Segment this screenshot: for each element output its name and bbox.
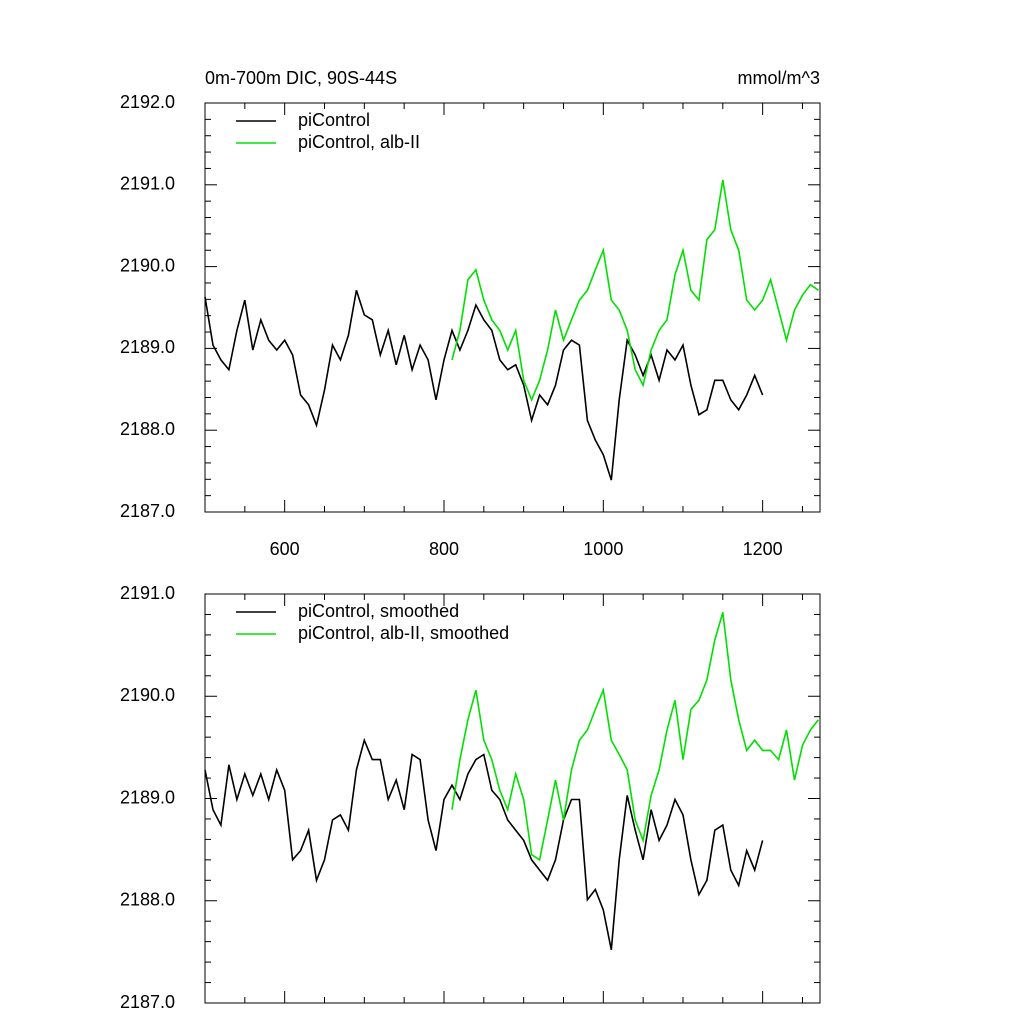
x-tick-label: 1200: [743, 539, 783, 559]
y-tick-label: 2189.0: [120, 787, 175, 807]
chart-title: 0m-700m DIC, 90S-44S: [205, 68, 397, 88]
legend-label: piControl, alb-II: [298, 132, 420, 152]
plot-frame: [204, 102, 821, 513]
series-line: [204, 737, 764, 950]
y-tick-label: 2190.0: [120, 255, 175, 275]
y-tick-label: 2187.0: [120, 992, 175, 1012]
y-tick-label: 2188.0: [120, 890, 175, 910]
y-tick-label: 2192.0: [120, 92, 175, 112]
y-tick-label: 2187.0: [120, 501, 175, 521]
legend-label: piControl: [298, 110, 370, 130]
units-label: mmol/m^3: [738, 68, 820, 88]
y-tick-label: 2191.0: [120, 174, 175, 194]
x-tick-label: 1000: [583, 539, 623, 559]
series-line: [451, 612, 820, 862]
y-tick-label: 2188.0: [120, 419, 175, 439]
series-line: [451, 179, 819, 403]
y-tick-label: 2190.0: [120, 685, 175, 705]
y-tick-label: 2189.0: [120, 337, 175, 357]
x-tick-label: 600: [270, 539, 300, 559]
y-tick-label: 2191.0: [120, 583, 175, 603]
series-line: [204, 290, 764, 481]
legend-label: piControl, alb-II, smoothed: [298, 623, 509, 643]
legend-label: piControl, smoothed: [298, 601, 459, 621]
x-tick-label: 800: [429, 539, 459, 559]
